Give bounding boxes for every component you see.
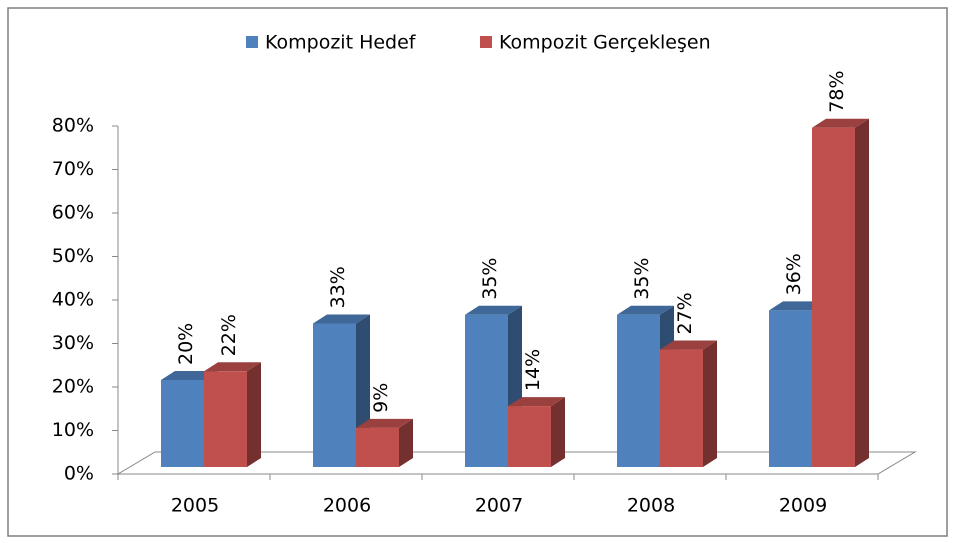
data-label: 36% — [783, 253, 805, 295]
bar — [812, 127, 855, 467]
bar — [617, 314, 660, 467]
bar-top — [617, 305, 674, 315]
data-label: 20% — [175, 323, 197, 365]
bar — [356, 427, 399, 467]
bar-top — [356, 418, 413, 428]
bar-top — [161, 371, 218, 380]
y-tick-label: 40% — [52, 289, 94, 311]
legend-swatch — [480, 36, 492, 48]
bar-top — [812, 118, 869, 128]
y-tick-label: 10% — [52, 419, 94, 441]
y-tick-label: 50% — [52, 245, 94, 267]
bar-top — [313, 314, 370, 324]
y-tick-label: 80% — [52, 115, 94, 137]
bar-top — [204, 362, 261, 372]
data-label: 35% — [631, 258, 653, 300]
data-label: 9% — [370, 383, 392, 413]
x-tick-label: 2007 — [475, 495, 523, 517]
data-label: 35% — [479, 258, 501, 300]
bar-side — [247, 362, 261, 467]
data-label: 78% — [826, 70, 848, 112]
y-tick-label: 30% — [52, 332, 94, 354]
bar-top — [508, 397, 565, 407]
data-label: 14% — [522, 349, 544, 391]
bar-side — [703, 340, 717, 467]
x-tick-label: 2009 — [779, 495, 827, 517]
data-label: 27% — [674, 292, 696, 334]
y-tick-label: 60% — [52, 202, 94, 224]
bar-side — [855, 118, 869, 467]
bar — [313, 323, 356, 467]
bar-top — [660, 340, 717, 350]
bar — [769, 310, 812, 467]
legend-label: Kompozit Gerçekleşen — [499, 32, 711, 54]
bar — [161, 380, 204, 467]
y-tick-label: 0% — [64, 463, 94, 485]
bar-side — [551, 397, 565, 467]
bar — [465, 314, 508, 467]
x-tick-label: 2005 — [171, 495, 219, 517]
bar — [204, 371, 247, 467]
bar-top — [465, 305, 522, 315]
x-tick-label: 2006 — [323, 495, 371, 517]
legend-label: Kompozit Hedef — [265, 32, 417, 54]
bar — [508, 406, 551, 467]
x-tick-label: 2008 — [627, 495, 675, 517]
bar-top — [769, 301, 826, 311]
legend-swatch — [246, 36, 258, 48]
data-label: 33% — [327, 266, 349, 308]
y-tick-label: 20% — [52, 376, 94, 398]
bar — [660, 349, 703, 467]
y-tick-label: 70% — [52, 158, 94, 180]
data-label: 22% — [218, 314, 240, 356]
bar-side — [399, 418, 413, 467]
